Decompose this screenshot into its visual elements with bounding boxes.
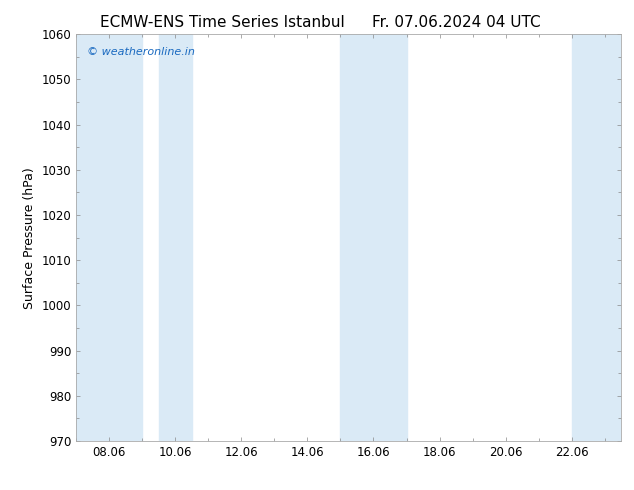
Text: Fr. 07.06.2024 04 UTC: Fr. 07.06.2024 04 UTC [372, 15, 541, 30]
Bar [572, 34, 621, 441]
Y-axis label: Surface Pressure (hPa): Surface Pressure (hPa) [23, 167, 36, 309]
Text: ECMW-ENS Time Series Istanbul: ECMW-ENS Time Series Istanbul [100, 15, 344, 30]
Text: © weatheronline.in: © weatheronline.in [87, 47, 195, 56]
Bar [76, 34, 142, 441]
Bar [158, 34, 191, 441]
Bar [340, 34, 406, 441]
